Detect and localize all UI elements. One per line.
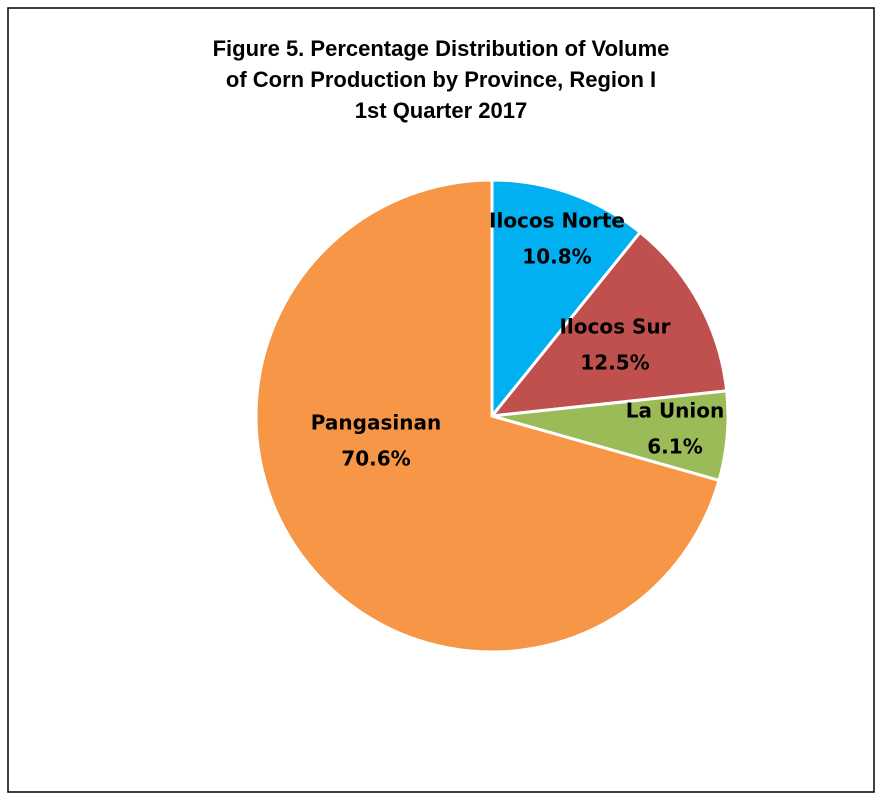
slice-value-label: 12.5% bbox=[580, 351, 649, 375]
chart-title: 1st Quarter 2017 bbox=[355, 98, 527, 123]
slice-value-label: 70.6% bbox=[341, 447, 410, 471]
slice-value-label: 6.1% bbox=[647, 435, 702, 459]
slice-value-label: 10.8% bbox=[522, 245, 591, 269]
slice-label: Ilocos Sur bbox=[559, 315, 670, 339]
pie-slice bbox=[490, 178, 643, 421]
slice-label: Pangasinan bbox=[311, 411, 441, 435]
chart-title: Figure 5. Percentage Distribution of Vol… bbox=[213, 36, 670, 61]
slice-label: La Union bbox=[626, 399, 725, 423]
chart-title: of Corn Production by Province, Region I bbox=[226, 67, 656, 92]
pie-slice bbox=[254, 178, 721, 654]
pie-slice bbox=[488, 230, 729, 418]
slice-label: Ilocos Norte bbox=[489, 209, 625, 233]
